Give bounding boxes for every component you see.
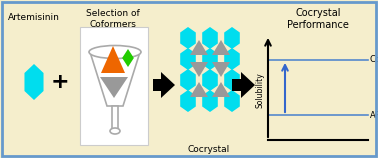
Polygon shape	[232, 72, 255, 98]
Polygon shape	[180, 48, 196, 70]
Polygon shape	[202, 69, 218, 91]
Polygon shape	[25, 64, 43, 100]
Bar	[112, 106, 118, 130]
Polygon shape	[180, 27, 196, 49]
Polygon shape	[180, 90, 196, 112]
Polygon shape	[190, 62, 208, 77]
Polygon shape	[224, 48, 240, 70]
Polygon shape	[202, 48, 218, 70]
Ellipse shape	[110, 128, 120, 134]
Polygon shape	[224, 27, 240, 49]
Polygon shape	[202, 27, 218, 49]
Bar	[80, 27, 148, 145]
Polygon shape	[100, 77, 128, 98]
Polygon shape	[212, 62, 230, 77]
Ellipse shape	[89, 46, 141, 58]
Polygon shape	[122, 49, 134, 67]
Polygon shape	[202, 90, 218, 112]
Polygon shape	[153, 72, 175, 98]
Text: Artemisinin: Artemisinin	[8, 13, 60, 22]
Polygon shape	[90, 52, 140, 106]
Polygon shape	[180, 69, 196, 91]
Text: ART: ART	[370, 110, 378, 119]
Text: Cocrystal
Performance: Cocrystal Performance	[287, 8, 349, 30]
Polygon shape	[101, 46, 125, 73]
Polygon shape	[212, 82, 230, 97]
Text: +: +	[51, 72, 69, 92]
Text: Selection of
Coformers: Selection of Coformers	[86, 9, 140, 29]
Text: Solubility: Solubility	[256, 72, 265, 108]
Polygon shape	[224, 90, 240, 112]
Text: Cocrystal: Cocrystal	[370, 55, 378, 64]
Polygon shape	[224, 69, 240, 91]
Text: Cocrystal: Cocrystal	[188, 145, 230, 154]
Polygon shape	[190, 40, 208, 55]
Polygon shape	[190, 82, 208, 97]
Polygon shape	[212, 40, 230, 55]
